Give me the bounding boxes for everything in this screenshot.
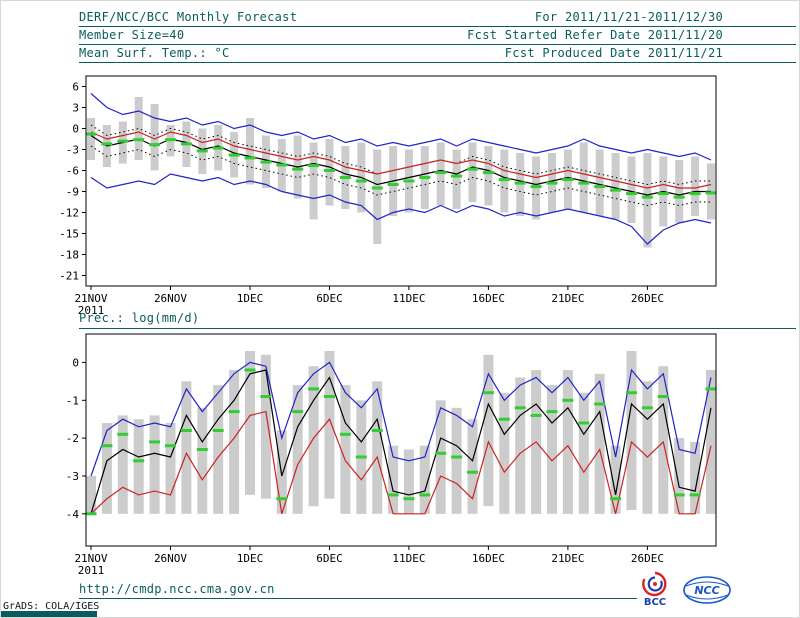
ncc-logo-icon: NCC: [683, 576, 731, 604]
series-ensemble-max-blue: [90, 361, 712, 477]
svg-text:0: 0: [72, 123, 79, 136]
svg-text:16DEC: 16DEC: [472, 292, 505, 305]
svg-text:-3: -3: [66, 470, 79, 483]
forecast-range: For 2011/11/21-2011/12/30: [534, 10, 723, 24]
svg-text:-3: -3: [66, 144, 79, 157]
plot-frame: [85, 75, 717, 287]
series-lower-quartile-dotted: [90, 145, 711, 207]
svg-text:-21: -21: [59, 270, 79, 283]
x-axis-year-label: 2011: [78, 564, 105, 577]
series-ensemble-min-blue: [90, 173, 712, 245]
series-median-green-dashes: [85, 132, 717, 199]
x-axis: 21NOV 26NOV 1DEC 6DEC 11DEC 16DEC 21DEC 26DEC 20…: [74, 546, 664, 577]
svg-text:21DEC: 21DEC: [551, 552, 584, 565]
svg-text:26NOV: 26NOV: [154, 292, 187, 305]
svg-text:6DEC: 6DEC: [316, 292, 343, 305]
spread-bars: [86, 351, 716, 514]
footer-divider: [79, 598, 637, 599]
source-url: http://cmdp.ncc.cma.gov.cn: [79, 582, 275, 596]
svg-text:-12: -12: [59, 207, 79, 220]
y-axis: 6 3 0 -3 -6 -9 -12 -15 -18 -21: [59, 81, 86, 283]
series-ensemble-max-blue: [90, 93, 712, 161]
x-axis-year-label: 2011: [78, 304, 105, 317]
svg-text:6: 6: [72, 81, 79, 94]
svg-text:21NOV: 21NOV: [74, 292, 107, 305]
svg-text:1DEC: 1DEC: [237, 552, 264, 565]
svg-text:21NOV: 21NOV: [74, 552, 107, 565]
precip-divider: [79, 328, 796, 329]
svg-text:1DEC: 1DEC: [237, 292, 264, 305]
teal-corner-bar: [1, 611, 97, 617]
bcc-logo-icon: BCC: [642, 571, 667, 608]
series-red-line: [90, 131, 712, 189]
precip-label: Prec.: log(mm/d): [79, 311, 200, 325]
series-upper-quartile-dotted: [90, 124, 711, 186]
svg-text:-18: -18: [59, 249, 79, 262]
svg-text:26NOV: 26NOV: [154, 552, 187, 565]
svg-text:-9: -9: [66, 186, 79, 199]
member-size-label: Member Size=40: [79, 28, 185, 42]
x-axis: 21NOV 26NOV 1DEC 6DEC 11DEC 16DEC 21DEC 26DEC 20…: [74, 286, 664, 317]
plot-frame: [85, 333, 717, 547]
refer-date-label: Fcst Started Refer Date 2011/11/20: [467, 28, 723, 42]
grads-credit: GrADS: COLA/IGES: [3, 601, 100, 612]
svg-text:-2: -2: [66, 432, 79, 445]
svg-text:16DEC: 16DEC: [472, 552, 505, 565]
svg-text:26DEC: 26DEC: [631, 552, 664, 565]
svg-text:11DEC: 11DEC: [392, 292, 425, 305]
variable-label: Mean Surf. Temp.: °C: [79, 46, 230, 60]
svg-text:-4: -4: [66, 508, 80, 521]
series-red-line: [90, 410, 712, 515]
page-title: DERF/NCC/BCC Monthly Forecast: [79, 10, 298, 24]
series-ensemble-mean-black: [90, 134, 711, 196]
svg-text:21DEC: 21DEC: [551, 292, 584, 305]
svg-text:26DEC: 26DEC: [631, 292, 664, 305]
svg-text:3: 3: [72, 102, 79, 115]
bcc-logo-text: BCC: [644, 597, 666, 608]
series-median-green-dashes: [85, 368, 717, 516]
ncc-logo-text: NCC: [694, 584, 719, 597]
produced-date-label: Fcst Produced Date 2011/11/21: [504, 46, 723, 60]
precipitation-chart: 0 -1 -2 -3 -4 21NOV 26NOV 1DEC 6DEC 11DEC 16DEC 21D…: [66, 333, 717, 577]
header-divider: [79, 62, 796, 63]
svg-text:-6: -6: [66, 165, 79, 178]
y-axis: 0 -1 -2 -3 -4: [66, 356, 86, 521]
svg-text:11DEC: 11DEC: [392, 552, 425, 565]
header-divider: [79, 44, 796, 45]
temperature-chart: 6 3 0 -3 -6 -9 -12 -15 -18 -21 21NOV 26NOV 1DEC 6DEC 1…: [59, 75, 717, 317]
svg-text:-1: -1: [66, 394, 79, 407]
svg-text:6DEC: 6DEC: [316, 552, 343, 565]
svg-text:-15: -15: [59, 228, 79, 241]
series-ensemble-mean-black: [90, 369, 712, 514]
svg-text:0: 0: [72, 356, 79, 369]
header-divider: [79, 26, 796, 27]
